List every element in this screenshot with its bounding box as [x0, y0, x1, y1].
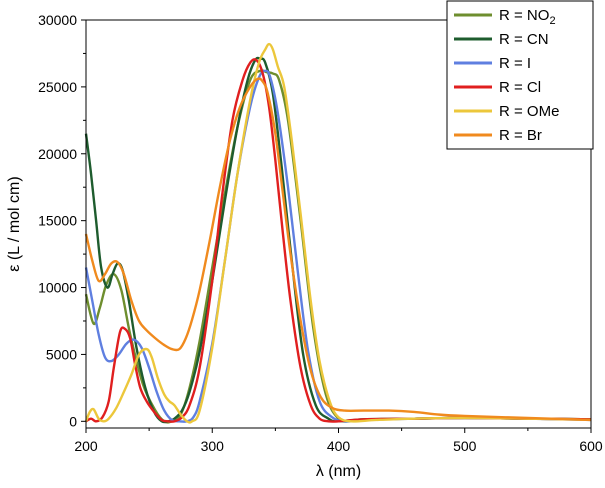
- y-axis-title: ε (L / mol cm): [6, 176, 23, 271]
- x-tick-label: 200: [74, 438, 98, 454]
- x-tick-label: 600: [579, 438, 603, 454]
- y-tick-label: 20000: [38, 146, 77, 162]
- y-tick-label: 0: [69, 413, 77, 429]
- legend-entry-5: R = Br: [499, 127, 542, 144]
- y-tick-label: 15000: [38, 213, 77, 229]
- x-tick-label: 400: [327, 438, 351, 454]
- legend-entry-3: R = Cl: [499, 79, 541, 96]
- y-axis-ticks: 0 5000 10000 15000 20000 25000 30000: [38, 12, 86, 429]
- y-tick-label: 30000: [38, 12, 77, 28]
- x-tick-label: 500: [453, 438, 477, 454]
- legend-box: [446, 0, 594, 150]
- y-tick-label: 10000: [38, 280, 77, 296]
- y-tick-label: 5000: [46, 346, 77, 362]
- series-lines: [84, 42, 592, 424]
- y-tick-label: 25000: [38, 79, 77, 95]
- legend-entry-1: R = CN: [499, 31, 549, 48]
- legend: R = NO2 R = CN R = I R = Cl R = OMe R = Br: [446, 0, 594, 150]
- series-line-4: [84, 42, 592, 424]
- legend-entry-0: R = NO2: [499, 7, 556, 27]
- legend-entry-4: R = OMe: [499, 103, 559, 120]
- legend-entry-2: R = I: [499, 55, 531, 72]
- x-axis-title: λ (nm): [316, 463, 361, 480]
- x-tick-label: 300: [201, 438, 225, 454]
- series-line-5: [84, 77, 592, 422]
- x-axis-ticks: 200 300 400 500 600: [74, 428, 603, 454]
- series-line-3: [85, 58, 592, 423]
